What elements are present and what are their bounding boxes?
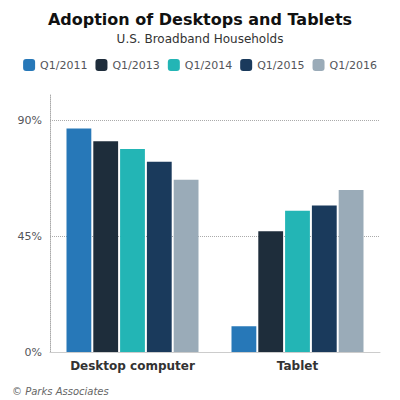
svg-text:Desktop computer: Desktop computer — [70, 359, 195, 373]
svg-text:Q1/2011: Q1/2011 — [40, 59, 87, 72]
svg-text:Q1/2016: Q1/2016 — [330, 59, 377, 72]
svg-text:Q1/2013: Q1/2013 — [112, 59, 159, 72]
svg-text:U.S. Broadband Households: U.S. Broadband Households — [117, 32, 284, 46]
svg-text:© Parks Associates: © Parks Associates — [12, 386, 109, 397]
svg-text:Q1/2014: Q1/2014 — [185, 59, 232, 72]
svg-text:45%: 45% — [18, 230, 42, 243]
svg-text:0%: 0% — [25, 346, 42, 359]
svg-text:Tablet: Tablet — [277, 359, 319, 373]
svg-text:90%: 90% — [18, 114, 42, 127]
svg-text:Q1/2015: Q1/2015 — [257, 59, 304, 72]
svg-text:Adoption of Desktops and Table: Adoption of Desktops and Tablets — [48, 10, 352, 29]
